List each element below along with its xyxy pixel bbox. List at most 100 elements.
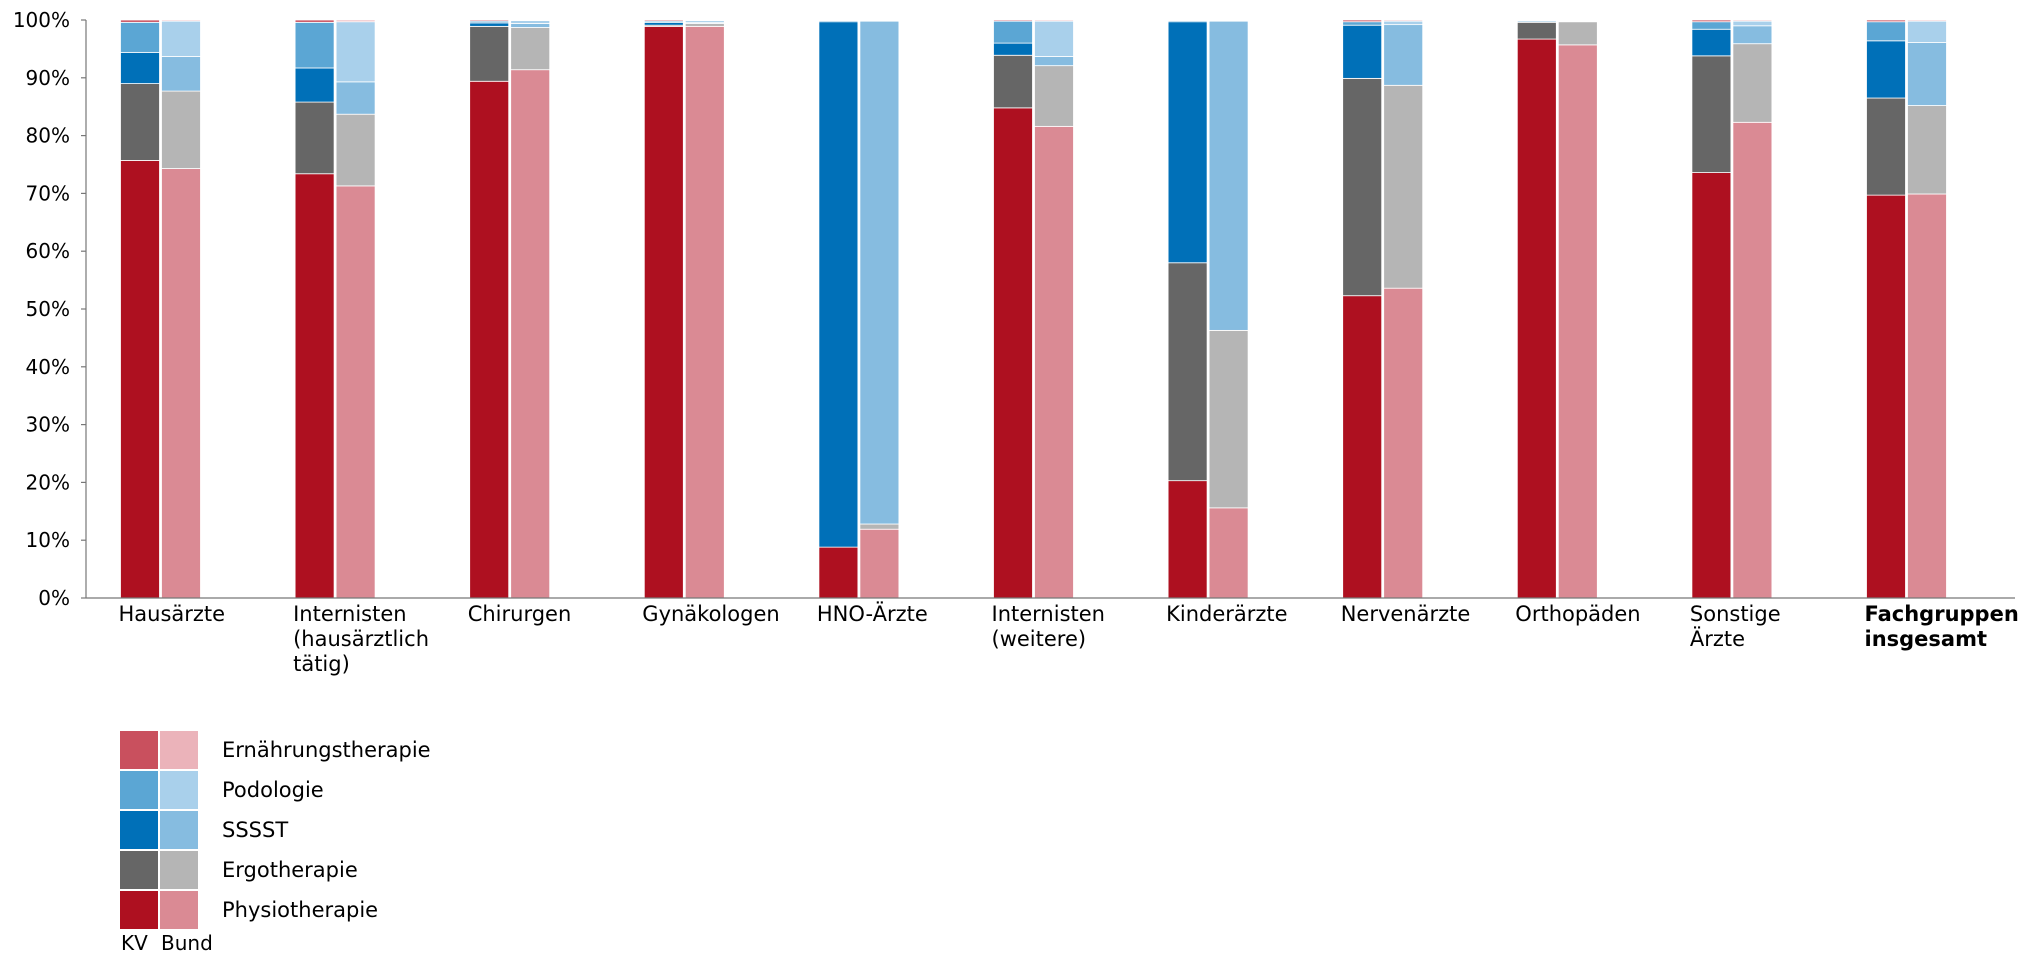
y-tick-label: 30% xyxy=(26,413,70,437)
bar-segment-bund-ergotherapie xyxy=(161,90,201,169)
bar-segment-bund-ernhrungstherapie xyxy=(1907,19,1947,22)
bar-segment-bund-sssst xyxy=(1732,25,1773,45)
bar-segment-kv-physiotherapie xyxy=(1691,172,1732,599)
legend-label: Podologie xyxy=(222,778,324,802)
bar-segment-kv-ergotherapie xyxy=(1866,97,1906,196)
x-tick-label: Sonstige Ärzte xyxy=(1690,602,1781,651)
bar-segment-kv-podologie xyxy=(1866,21,1906,42)
legend-label: Physiotherapie xyxy=(222,898,378,922)
y-tick-label: 20% xyxy=(26,470,70,494)
x-tick-label: HNO-Ärzte xyxy=(817,601,928,626)
bar-segment-kv-ergotherapie xyxy=(1691,55,1732,173)
bar-segment-kv-ernhrungstherapie xyxy=(1342,19,1383,23)
bar-segment-kv-physiotherapie xyxy=(818,546,859,599)
bar-segment-kv-ernhrungstherapie xyxy=(1691,19,1732,23)
bar-segment-kv-ergotherapie xyxy=(120,83,160,161)
bar-segment-kv-sssst xyxy=(643,21,684,26)
bar-segment-kv-sssst xyxy=(1167,21,1208,264)
y-tick-label: 70% xyxy=(26,181,70,205)
bar-segment-kv-physiotherapie xyxy=(469,80,510,599)
bar-segment-bund-ernhrungstherapie xyxy=(1383,19,1424,22)
bar-segment-bund-podologie xyxy=(161,20,201,57)
bar-segment-kv-sssst xyxy=(818,21,859,548)
plot-area: 0% 10% 20% 30% 40% 50% 60% 70% 80% 90% 100% Hausärz… xyxy=(13,8,2019,676)
bar-segment-bund-ergotherapie xyxy=(1732,43,1773,123)
bar-segment-kv-sssst xyxy=(469,22,510,27)
legend-label: Ernährungstherapie xyxy=(222,738,431,762)
bar-segment-bund-physiotherapie xyxy=(161,168,201,599)
bar-segment-kv-ergotherapie xyxy=(469,25,510,82)
bar-segment-bund-physiotherapie xyxy=(510,69,551,599)
bar-segment-bund-ergotherapie xyxy=(859,523,900,530)
bar-segment-kv-sssst xyxy=(1691,28,1732,57)
x-tick-label: Chirurgen xyxy=(468,602,572,626)
bar-segment-bund-physiotherapie xyxy=(1732,121,1773,599)
bar-segment-bund-ergotherapie xyxy=(1034,65,1074,127)
bar-segment-kv-physiotherapie xyxy=(120,160,160,599)
bar-segment-bund-sssst xyxy=(859,20,900,525)
x-tick-label: Nervenärzte xyxy=(1341,602,1471,626)
bar-segment-bund-physiotherapie xyxy=(1208,507,1249,599)
bar-segment-kv-ergotherapie xyxy=(1516,21,1557,40)
legend-swatch-kv xyxy=(120,891,158,929)
x-tick-label: Orthopäden xyxy=(1515,602,1640,626)
bar-segment-bund-podologie xyxy=(510,20,551,24)
legend-column-label-kv: KV xyxy=(121,931,148,955)
bar-segment-bund-podologie xyxy=(335,21,376,83)
x-tick-label: Gynäkologen xyxy=(642,602,779,626)
legend-swatch-bund xyxy=(160,891,198,929)
legend-swatch-bund xyxy=(160,771,198,809)
bar-segment-bund-ernhrungstherapie xyxy=(335,19,376,23)
legend-swatch-kv xyxy=(120,771,158,809)
bar-segment-kv-podologie xyxy=(1342,21,1383,26)
bar-segment-kv-ernhrungstherapie xyxy=(1167,19,1208,21)
bar-segment-bund-physiotherapie xyxy=(859,528,900,599)
bar-segment-bund-ergotherapie xyxy=(684,23,725,27)
bar-segment-kv-ergotherapie xyxy=(1342,77,1383,297)
y-tick-label: 80% xyxy=(26,124,70,148)
legend-label: Ergotherapie xyxy=(222,858,358,882)
bar-segment-kv-ernhrungstherapie xyxy=(993,19,1033,22)
bar-segment-bund-sssst xyxy=(1383,24,1424,86)
bar-segment-bund-ergotherapie xyxy=(1208,329,1249,509)
legend-swatch-bund xyxy=(160,851,198,889)
bar-segment-kv-physiotherapie xyxy=(294,173,335,599)
bar-segment-bund-sssst xyxy=(1907,42,1947,106)
bar-segment-kv-podologie xyxy=(993,20,1033,44)
bar-segment-bund-podologie xyxy=(1383,20,1424,26)
bar-segment-kv-ernhrungstherapie xyxy=(294,19,335,23)
legend-swatch-kv xyxy=(120,811,158,849)
bar-segment-bund-ernhrungstherapie xyxy=(1034,19,1074,22)
legend-swatch-bund xyxy=(160,811,198,849)
bar-segment-bund-sssst xyxy=(335,81,376,115)
legend-swatch-kv xyxy=(120,731,158,769)
bar-segment-kv-physiotherapie xyxy=(1167,480,1208,599)
x-tick-label: Internisten (weitere) xyxy=(992,602,1105,651)
x-tick-label: Fachgruppen insgesamt xyxy=(1865,602,2019,651)
bar-segment-bund-sssst xyxy=(510,23,551,28)
bar-segment-bund-physiotherapie xyxy=(684,25,725,599)
bar-segment-bund-ernhrungstherapie xyxy=(510,19,551,21)
bar-segment-kv-podologie xyxy=(1691,21,1732,30)
bar-segment-kv-physiotherapie xyxy=(643,25,684,599)
bar-segment-kv-ergotherapie xyxy=(993,54,1033,109)
bar-segment-bund-ergotherapie xyxy=(1383,84,1424,289)
bar-segment-kv-sssst xyxy=(1866,40,1906,99)
x-tick-label: Kinderärzte xyxy=(1166,602,1287,626)
y-tick-label: 50% xyxy=(26,297,70,321)
bar-segment-kv-ernhrungstherapie xyxy=(120,19,160,23)
legend: Ernährungstherapie Podologie SSSST Ergother… xyxy=(120,731,431,955)
bar-segment-bund-ernhrungstherapie xyxy=(161,19,201,22)
bar-segment-bund-ergotherapie xyxy=(335,113,376,187)
legend-label: SSSST xyxy=(222,818,288,842)
x-tick-label: Hausärzte xyxy=(119,602,226,626)
bar-segment-kv-physiotherapie xyxy=(1866,194,1906,599)
bar-segment-kv-ergotherapie xyxy=(294,101,335,175)
bar-segment-bund-podologie xyxy=(1907,20,1947,43)
bar-segment-bund-ernhrungstherapie xyxy=(1557,19,1598,21)
y-tick-label: 90% xyxy=(26,66,70,90)
y-tick-label: 10% xyxy=(26,528,70,552)
bar-segment-bund-ernhrungstherapie xyxy=(684,19,725,21)
bar-segment-bund-sssst xyxy=(1034,56,1074,67)
